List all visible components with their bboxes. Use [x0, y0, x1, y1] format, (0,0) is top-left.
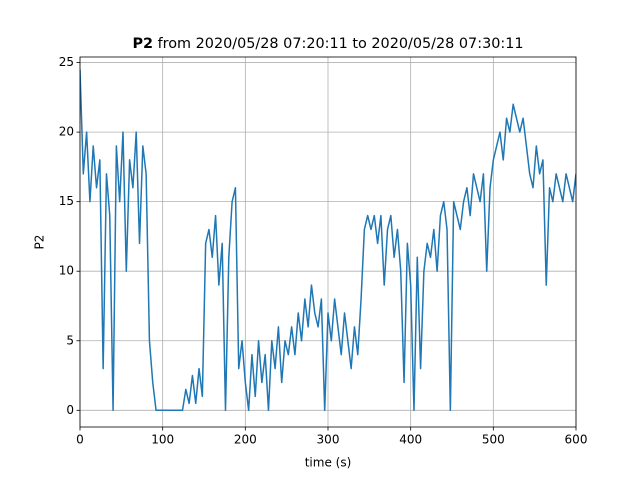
- title-bold: P2: [132, 36, 153, 52]
- y-tick-label: 15: [59, 194, 74, 208]
- y-axis-label: P2: [33, 235, 47, 250]
- x-tick-label: 300: [317, 433, 340, 447]
- y-tick-label: 20: [59, 125, 74, 139]
- x-tick-label: 200: [234, 433, 257, 447]
- x-tick-label: 500: [482, 433, 505, 447]
- y-tick-label: 25: [59, 55, 74, 69]
- data-line: [80, 69, 576, 412]
- x-axis-label: time (s): [305, 456, 352, 470]
- chart-title: P2 from 2020/05/28 07:20:11 to 2020/05/2…: [132, 36, 523, 52]
- plot-frame: [79, 56, 577, 428]
- y-tick-label: 5: [66, 333, 74, 347]
- x-tick-label: 100: [151, 433, 174, 447]
- y-tick-label: 0: [66, 403, 74, 417]
- x-tick-label: 400: [399, 433, 422, 447]
- x-tick-label: 0: [76, 433, 84, 447]
- title-rest: from 2020/05/28 07:20:11 to 2020/05/28 0…: [158, 36, 524, 52]
- x-tick-label: 600: [565, 433, 588, 447]
- y-tick-label: 10: [59, 264, 74, 278]
